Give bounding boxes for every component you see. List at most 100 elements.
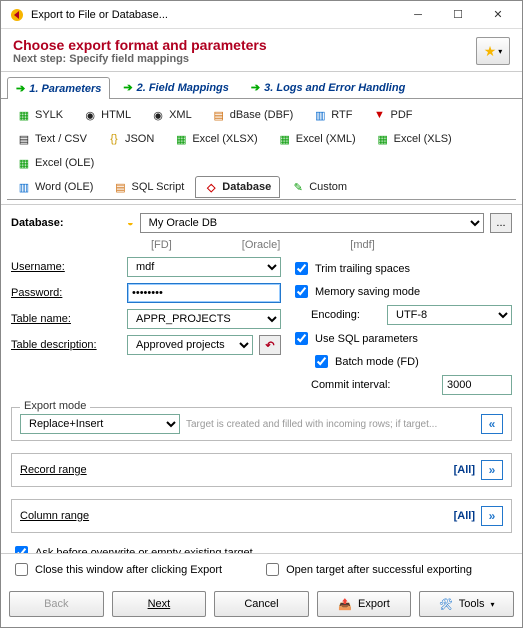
export-mode-box: Export mode Replace+Insert Target is cre… bbox=[11, 407, 512, 441]
arrow-icon: ➔ bbox=[123, 81, 132, 94]
database-browse-button[interactable]: ... bbox=[490, 213, 512, 233]
fmt-xlsx[interactable]: ▦Excel (XLSX) bbox=[165, 128, 266, 150]
export-button[interactable]: 📤Export bbox=[317, 591, 412, 617]
column-range-box: Column range [All] » bbox=[11, 499, 512, 533]
arrow-icon: ➔ bbox=[251, 81, 260, 94]
dropdown-icon: ▾ bbox=[490, 600, 494, 609]
fmt-json[interactable]: {}JSON bbox=[98, 128, 163, 150]
pdf-icon: ▼ bbox=[372, 108, 386, 122]
fmt-sylk[interactable]: ▦SYLK bbox=[8, 104, 72, 126]
fmt-csv[interactable]: ▤Text / CSV bbox=[8, 128, 96, 150]
fmt-html[interactable]: ◉HTML bbox=[74, 104, 140, 126]
column-range-label[interactable]: Column range bbox=[20, 510, 454, 522]
fmt-pdf[interactable]: ▼PDF bbox=[363, 104, 421, 126]
record-range-box: Record range [All] » bbox=[11, 453, 512, 487]
titlebar: Export to File or Database... ─ ☐ ✕ bbox=[1, 1, 522, 29]
db-hints: [FD][Oracle][mdf] bbox=[11, 239, 512, 251]
tab-parameters[interactable]: ➔1. Parameters bbox=[7, 77, 110, 99]
footer-options: Close this window after clicking Export … bbox=[1, 553, 522, 585]
export-icon: 📤 bbox=[338, 598, 352, 611]
csv-icon: ▤ bbox=[17, 132, 31, 146]
window-title: Export to File or Database... bbox=[31, 9, 398, 21]
chrome-icon: ◉ bbox=[83, 108, 97, 122]
export-mode-desc: Target is created and filled with incomi… bbox=[186, 419, 475, 430]
favorites-button[interactable]: ★ ▾ bbox=[476, 37, 510, 65]
tdesc-select[interactable]: Approved projects bbox=[127, 335, 253, 355]
star-icon: ★ bbox=[484, 43, 497, 60]
fmt-xls[interactable]: ▦Excel (XLS) bbox=[367, 128, 461, 150]
tdesc-label: Table description: bbox=[11, 339, 121, 351]
password-input[interactable] bbox=[127, 283, 281, 303]
export-mode-select[interactable]: Replace+Insert bbox=[20, 414, 180, 434]
record-range-value: [All] bbox=[454, 464, 475, 476]
tools-button[interactable]: 🛠Tools▾ bbox=[419, 591, 514, 617]
batch-checkbox[interactable]: Batch mode (FD) bbox=[291, 352, 512, 371]
export-mode-collapse-button[interactable]: « bbox=[481, 414, 503, 434]
encoding-label: Encoding: bbox=[311, 309, 381, 321]
database-select[interactable]: My Oracle DB bbox=[140, 213, 484, 233]
database-icon: ◇ bbox=[204, 180, 218, 194]
excel-icon: ▦ bbox=[278, 132, 292, 146]
fmt-word-ole[interactable]: ▥Word (OLE) bbox=[8, 176, 102, 198]
close-button[interactable]: ✕ bbox=[478, 2, 518, 28]
header-subtitle: Next step: Specify field mappings bbox=[13, 53, 476, 65]
column-range-value: [All] bbox=[454, 510, 475, 522]
header: Choose export format and parameters Next… bbox=[1, 29, 522, 69]
next-button[interactable]: Next bbox=[112, 591, 207, 617]
trim-checkbox[interactable]: Trim trailing spaces bbox=[291, 259, 512, 278]
arrow-icon: ➔ bbox=[16, 82, 25, 95]
chrome-icon: ◉ bbox=[151, 108, 165, 122]
commit-input[interactable] bbox=[442, 375, 512, 395]
export-dialog: Export to File or Database... ─ ☐ ✕ Choo… bbox=[0, 0, 523, 628]
excel-icon: ▦ bbox=[17, 156, 31, 170]
excel-icon: ▦ bbox=[174, 132, 188, 146]
wizard-tabs: ➔1. Parameters ➔2. Field Mappings ➔3. Lo… bbox=[1, 72, 522, 99]
table-select[interactable]: APPR_PROJECTS bbox=[127, 309, 281, 329]
word-icon: ▥ bbox=[17, 180, 31, 194]
db-icon: ◒ bbox=[127, 217, 134, 229]
app-icon bbox=[9, 7, 25, 23]
undo-button[interactable]: ↶ bbox=[259, 335, 281, 355]
fmt-excel-xml[interactable]: ▦Excel (XML) bbox=[269, 128, 365, 150]
tools-icon: 🛠 bbox=[439, 598, 453, 611]
memory-checkbox[interactable]: Memory saving mode bbox=[291, 282, 512, 301]
rtf-icon: ▥ bbox=[313, 108, 327, 122]
commit-label: Commit interval: bbox=[311, 379, 436, 391]
excel-icon: ▦ bbox=[376, 132, 390, 146]
cancel-button[interactable]: Cancel bbox=[214, 591, 309, 617]
sylk-icon: ▦ bbox=[17, 108, 31, 122]
tab-field-mappings[interactable]: ➔2. Field Mappings bbox=[114, 76, 238, 98]
record-range-expand-button[interactable]: » bbox=[481, 460, 503, 480]
confirm-checkbox[interactable]: Ask before overwrite or empty existing t… bbox=[11, 543, 512, 553]
close-after-checkbox[interactable]: Close this window after clicking Export bbox=[11, 560, 222, 579]
table-label: Table name: bbox=[11, 313, 121, 325]
maximize-button[interactable]: ☐ bbox=[438, 2, 478, 28]
fmt-excel-ole[interactable]: ▦Excel (OLE) bbox=[8, 152, 103, 174]
minimize-button[interactable]: ─ bbox=[398, 2, 438, 28]
fmt-xml[interactable]: ◉XML bbox=[142, 104, 201, 126]
fmt-custom[interactable]: ✎Custom bbox=[282, 176, 356, 198]
sqlparams-checkbox[interactable]: Use SQL parameters bbox=[291, 329, 512, 348]
content-panel: Database: ◒ My Oracle DB ... [FD][Oracle… bbox=[1, 205, 522, 553]
column-range-expand-button[interactable]: » bbox=[481, 506, 503, 526]
fmt-database[interactable]: ◇Database bbox=[195, 176, 280, 198]
tab-logs[interactable]: ➔3. Logs and Error Handling bbox=[242, 76, 414, 98]
button-bar: Back Next Cancel 📤Export 🛠Tools▾ bbox=[1, 585, 522, 627]
fmt-dbase[interactable]: ▤dBase (DBF) bbox=[203, 104, 303, 126]
password-label: Password: bbox=[11, 287, 121, 299]
dropdown-icon: ▾ bbox=[498, 47, 502, 56]
username-input[interactable]: mdf bbox=[127, 257, 281, 277]
json-icon: {} bbox=[107, 132, 121, 146]
fmt-sql-script[interactable]: ▤SQL Script bbox=[104, 176, 193, 198]
database-label: Database: bbox=[11, 217, 121, 229]
header-title: Choose export format and parameters bbox=[13, 37, 476, 53]
fmt-rtf[interactable]: ▥RTF bbox=[304, 104, 361, 126]
sql-icon: ▤ bbox=[113, 180, 127, 194]
back-button[interactable]: Back bbox=[9, 591, 104, 617]
format-tabs: ▦SYLK ◉HTML ◉XML ▤dBase (DBF) ▥RTF ▼PDF … bbox=[1, 99, 522, 205]
username-label: Username: bbox=[11, 261, 121, 273]
record-range-label[interactable]: Record range bbox=[20, 464, 454, 476]
open-after-checkbox[interactable]: Open target after successful exporting bbox=[262, 560, 472, 579]
dbf-icon: ▤ bbox=[212, 108, 226, 122]
encoding-select[interactable]: UTF-8 bbox=[387, 305, 512, 325]
